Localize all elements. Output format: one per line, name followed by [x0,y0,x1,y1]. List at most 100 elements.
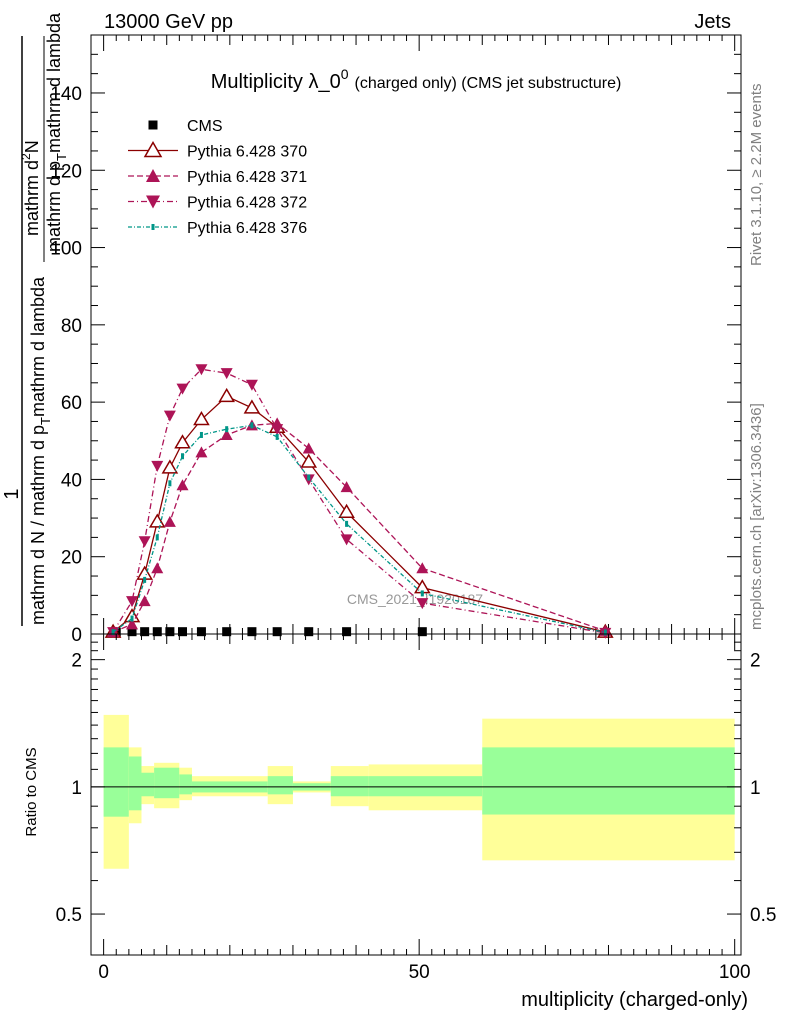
data-point-dot [143,576,147,583]
data-point-dot [225,426,229,433]
ratio-inner-band [330,776,369,797]
data-point-triangle-up [163,515,176,527]
ratio-inner-band [267,776,293,795]
ratio-inner-band [482,747,735,815]
y-tick-label: 100 [50,239,82,260]
data-point-dot [275,433,279,440]
ratio-inner-band [154,767,180,799]
data-point-square [222,627,232,637]
data-point-triangle-down [245,379,258,391]
data-point-triangle-up [151,562,164,574]
analysis-category-label: Jets [694,11,731,33]
x-axis-label: multiplicity (charged-only) [521,989,748,1011]
data-point-dot [111,629,115,636]
data-point-dot [345,520,349,527]
series-4 [111,422,607,636]
data-point-square [152,627,162,637]
data-point-triangle-down [195,364,208,376]
series-line [112,368,606,634]
ratio-y-tick-label-right: 0.5 [750,905,776,926]
main-y-axis-label: 1 mathrm d N / mathrm d pTmathrm d lambd… [1,12,69,626]
data-point-square [165,627,175,637]
data-point-square [140,627,150,637]
legend-label: CMS [187,118,223,135]
ylabel-deriv-num-sup: 2 [19,153,33,160]
chart-title: Multiplicity λ_00 (charged only) (CMS jet… [211,66,622,93]
x-tick-label: 50 [409,962,430,983]
legend-entry-0: CMS [148,118,223,135]
data-point-open-triangle [243,399,261,414]
data-point-triangle-down [138,536,151,548]
ratio-y-tick-label: 0.5 [56,905,82,926]
data-point-open-triangle [174,434,191,449]
data-point-square [272,627,282,637]
data-point-triangle-down [176,383,189,395]
data-point-triangle-down [416,598,429,610]
data-point-triangle-up [126,618,139,630]
data-point-dot [155,534,159,541]
ylabel-deriv-den-tail: mathrm d lambda [44,12,64,153]
y-tick-label: 40 [61,470,82,491]
ratio-panel-frame [90,633,742,956]
ylabel-deriv-denominator: mathrm d pTmathrm d lambda [44,12,69,252]
analysis-watermark: CMS_2021_I1920187 [347,591,483,607]
data-point-square [196,627,206,637]
data-point-triangle-down [163,410,176,422]
ylabel-deriv-den-text: mathrm d p [44,161,64,252]
ratio-y-tick-label: 2 [71,651,82,672]
ratio-inner-band [128,756,142,811]
legend-entry-2: Pythia 6.428 371 [128,169,307,186]
x-tick-label: 0 [98,962,109,983]
legend-entry-4: Pythia 6.428 376 [128,220,307,237]
data-point-triangle-down [146,195,160,209]
data-point-triangle-up [146,169,160,182]
y-tick-label: 120 [50,161,82,182]
ylabel-numerator: 1 [1,488,23,499]
ratio-inner-band [368,776,483,797]
data-point-triangle-down [271,424,284,436]
data-point-triangle-down [220,368,233,380]
data-point-open-triangle [300,453,318,468]
legend-label: Pythia 6.428 372 [187,195,307,212]
data-point-triangle-down [340,534,353,546]
ratio-y-tick-label-right: 1 [750,778,761,799]
data-point-dot [151,224,155,230]
ylabel-deriv-numerator: mathrm d2N [19,140,42,236]
data-point-square [148,120,158,130]
rivet-version-label: Rivet 3.1.10, ≥ 2.2M events [748,84,765,267]
mcplots-label: mcplots.cern.ch [arXiv:1306.3436] [748,403,765,630]
data-point-triangle-up [195,446,208,458]
ylabel-deriv-num-tail: N [22,140,42,153]
energy-label: 13000 GeV pp [104,11,233,33]
ratio-axis-ticks: 0.5 0.5 1 1 2 2 0 50 100 [56,634,776,983]
main-axis-ticks: 0 20 40 60 80 100 120 140 [50,34,741,646]
data-point-triangle-up [416,562,429,574]
data-point-square [247,627,257,637]
ylabel-deriv-num-text: mathrm d [22,160,42,236]
ratio-inner-band [141,772,155,797]
data-point-open-triangle [143,140,163,158]
ylabel-denominator: mathrm d N / mathrm d pTmathrm d lambda [28,276,53,625]
data-point-square [178,627,188,637]
ratio-bands [91,714,741,869]
data-point-triangle-up [302,442,315,454]
data-point-dot [420,590,424,597]
series-line [112,395,606,633]
data-point-square [342,627,352,637]
series-0 [111,627,427,637]
ylabel-denominator-text: mathrm d N / mathrm d p [28,425,48,625]
data-point-dot [168,480,172,487]
legend-label: Pythia 6.428 376 [187,220,307,237]
data-point-dot [250,422,254,429]
data-point-triangle-down [126,596,139,608]
chart-title-superscript: 0 [341,66,349,82]
y-tick-label: 80 [61,316,82,337]
y-tick-label: 20 [61,548,82,569]
chart-title-suffix: (charged only) (CMS jet substructure) [355,75,622,92]
ratio-inner-band [179,774,192,795]
data-point-triangle-up [138,595,151,607]
ratio-y-tick-label-right: 2 [750,651,761,672]
data-point-triangle-up [340,481,353,493]
data-point-square [417,627,427,637]
